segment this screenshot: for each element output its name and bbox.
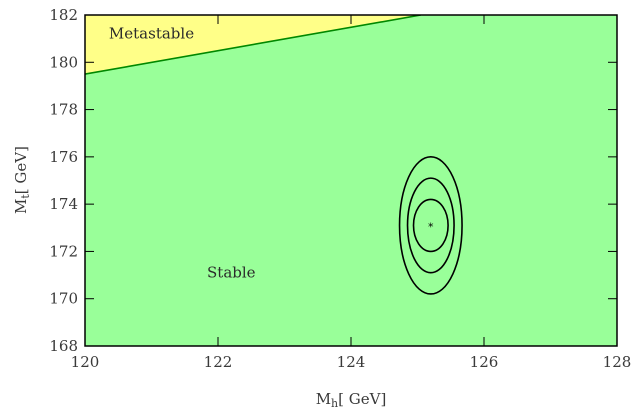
x-axis-title: Mh[ GeV] [316, 390, 387, 410]
y-axis-title: Mt[ GeV] [12, 146, 32, 214]
confidence-ellipse-3 [398, 156, 463, 295]
x-axis-ticks: 120 122 124 126 128 [71, 15, 632, 371]
y-tick-label: 168 [49, 337, 78, 355]
plot-area: * Stable Metastable [85, 15, 617, 346]
stability-boundary-line [85, 15, 421, 75]
confidence-ellipse-1 [412, 198, 449, 253]
y-axis-title-sub: t [19, 194, 32, 199]
x-tick-label: 122 [204, 353, 233, 371]
stable-region-label: Stable [207, 263, 256, 281]
y-tick-label: 178 [49, 101, 78, 119]
y-axis-ticks: 168 170 172 174 176 178 180 182 [49, 6, 617, 355]
y-tick-label: 174 [49, 195, 78, 213]
x-tick-label: 124 [337, 353, 366, 371]
x-axis-title-sub: h [331, 397, 338, 410]
x-axis-title-main: M [316, 390, 331, 408]
metastable-region-label: Metastable [109, 25, 194, 43]
y-tick-label: 172 [49, 242, 78, 260]
y-tick-label: 170 [49, 290, 78, 308]
confidence-ellipse-2 [406, 177, 455, 274]
y-tick-label: 182 [49, 6, 78, 24]
y-tick-label: 176 [49, 148, 78, 166]
y-tick-label: 180 [49, 53, 78, 71]
x-axis-title-unit: [ GeV] [338, 390, 386, 408]
x-tick-label: 128 [603, 353, 632, 371]
y-axis-title-main: M [12, 199, 30, 214]
y-axis-title-unit: [ GeV] [12, 146, 30, 194]
x-tick-label: 126 [470, 353, 499, 371]
x-tick-label: 120 [71, 353, 100, 371]
confidence-ellipses [398, 156, 463, 295]
central-value-marker: * [428, 220, 434, 233]
stable-region [85, 15, 617, 346]
